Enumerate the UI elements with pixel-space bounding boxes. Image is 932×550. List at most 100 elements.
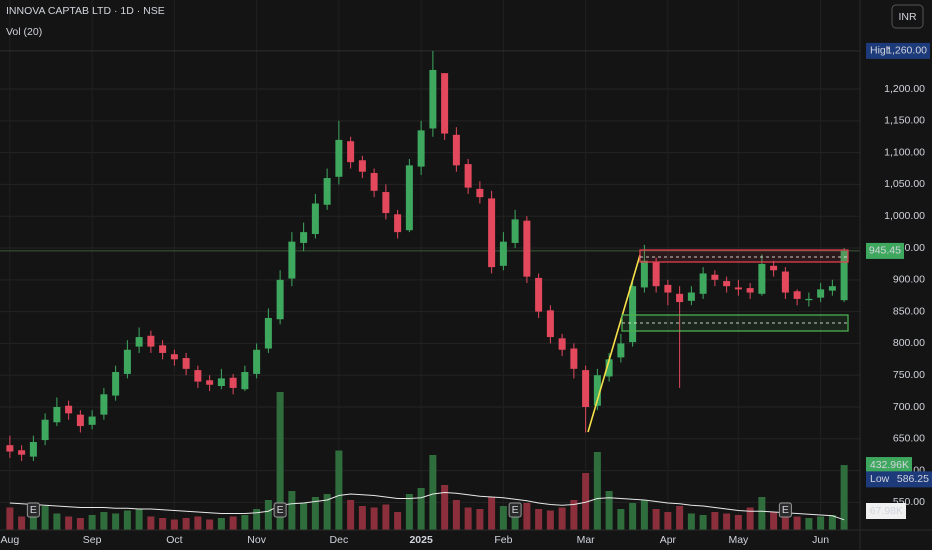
x-tick-label: Aug <box>1 534 20 546</box>
y-tick-label: 1,000.00 <box>884 210 925 222</box>
candle-body <box>88 416 96 425</box>
candle-body <box>335 139 343 177</box>
candle-body <box>182 358 190 369</box>
price-badge <box>866 457 912 474</box>
volume-bar <box>488 497 496 530</box>
volume-bar <box>758 497 766 530</box>
y-tick-label: 1,150.00 <box>884 115 925 127</box>
candle-body <box>347 141 355 163</box>
currency-label[interactable]: INR <box>898 11 917 23</box>
volume-bar <box>605 491 613 530</box>
volume-bar <box>652 509 660 530</box>
x-tick-label: 2025 <box>409 534 433 546</box>
volume-bar <box>253 509 261 530</box>
volume-bar <box>6 507 14 530</box>
x-tick-label: Oct <box>166 534 182 546</box>
currency-button[interactable] <box>891 4 924 29</box>
volume-bar <box>464 507 472 530</box>
candle-body <box>370 172 378 191</box>
candle-body <box>29 441 37 457</box>
price-badge <box>866 242 904 259</box>
candle-body <box>499 241 507 266</box>
candle-body <box>41 419 49 441</box>
candle-body <box>170 354 178 360</box>
price-badge-label: 432.96K <box>870 459 909 471</box>
volume-bar <box>88 515 96 530</box>
candle-body <box>194 370 202 382</box>
candle-body <box>805 298 813 301</box>
candle-body <box>76 414 84 427</box>
candle-body <box>570 348 578 369</box>
candle-body <box>147 335 155 347</box>
candle-body <box>488 198 496 268</box>
candle-body <box>241 372 249 390</box>
volume-bar <box>147 516 155 530</box>
volume-bar <box>593 452 601 530</box>
candle-body <box>676 293 684 303</box>
candle-body <box>781 271 789 293</box>
candle-body <box>123 349 131 374</box>
candle-body <box>159 345 167 353</box>
volume-bar <box>123 510 131 530</box>
candle-body <box>699 273 707 294</box>
candle-body <box>817 289 825 298</box>
candle-body <box>793 291 801 299</box>
candle-body <box>394 214 402 233</box>
y-tick-label: 750.00 <box>893 369 925 381</box>
candle-body <box>558 338 566 350</box>
x-tick-label: Mar <box>577 534 596 546</box>
y-tick-label: 650.00 <box>893 433 925 445</box>
candle-body <box>405 165 413 231</box>
volume-bar <box>417 488 425 530</box>
candle-body <box>18 450 26 455</box>
x-tick-label: Nov <box>247 534 266 546</box>
y-tick-label: 1,200.00 <box>884 83 925 95</box>
candle-body <box>723 281 731 287</box>
volume-bar <box>29 512 37 530</box>
candle-body <box>311 203 319 235</box>
volume-bar <box>770 512 778 530</box>
volume-bar <box>382 504 390 530</box>
volume-bar <box>687 513 695 530</box>
volume-bar <box>159 518 167 530</box>
volume-bar <box>699 515 707 530</box>
candle-body <box>229 377 237 388</box>
volume-bar <box>734 515 742 530</box>
candle-body <box>711 274 719 280</box>
price-badge-label: 1,260.00 <box>886 45 927 57</box>
price-badge-label: 945.45 <box>869 245 901 257</box>
candle-body <box>464 164 472 188</box>
candle-body <box>770 265 778 271</box>
candle-body <box>640 260 648 288</box>
volume-bar <box>276 392 284 530</box>
candle-body <box>452 134 460 166</box>
volume-bar <box>65 516 73 530</box>
volume-bar <box>546 510 554 530</box>
volume-ma-line <box>9 491 845 521</box>
y-tick-label: 900.00 <box>893 274 925 286</box>
volume-bar <box>664 512 672 530</box>
volume-bar <box>347 500 355 530</box>
candle-body <box>828 286 836 291</box>
candle-body <box>100 394 108 415</box>
volume-bar <box>41 506 49 530</box>
x-tick-label: Jun <box>812 534 829 546</box>
volume-bar <box>311 497 319 530</box>
event-label: E <box>30 504 37 516</box>
candle-body <box>605 359 613 377</box>
event-marker <box>273 502 287 518</box>
candle-body <box>65 405 73 414</box>
volume-bar <box>135 509 143 530</box>
x-tick-label: Sep <box>83 534 102 546</box>
candle-body <box>206 380 214 385</box>
badge-tag <box>866 471 890 488</box>
volume-bar <box>640 500 648 530</box>
volume-bar <box>264 500 272 530</box>
volume-bar <box>570 500 578 530</box>
price-badge <box>890 42 930 59</box>
volume-bar <box>840 465 848 530</box>
candle-body <box>358 160 366 172</box>
